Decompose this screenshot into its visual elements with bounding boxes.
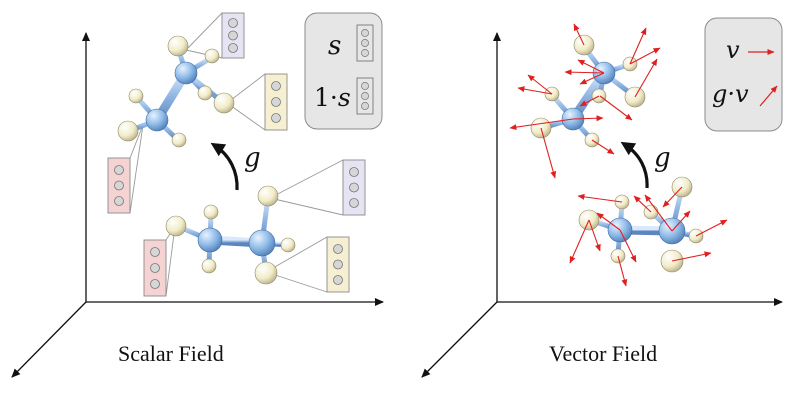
hydrogen-atom xyxy=(171,132,187,148)
scalar-axes xyxy=(11,32,384,378)
feature-box-yellow-top xyxy=(264,73,288,131)
scalar-legend-feature-1s xyxy=(356,77,374,115)
scalar-field-caption: Scalar Field xyxy=(118,341,224,366)
hydrogen-atom xyxy=(610,248,626,264)
hydrogen-atom xyxy=(257,185,279,207)
scalar-action-label: g xyxy=(244,143,261,173)
carbon-atom xyxy=(248,229,276,257)
hydrogen-atom xyxy=(204,48,220,64)
hydrogen-atom xyxy=(254,261,278,285)
vector-group-action-arrow: g xyxy=(620,141,671,189)
scalar-molecule-rotated xyxy=(117,35,235,148)
scalar-legend-s: s xyxy=(328,31,341,61)
hydrogen-atom xyxy=(203,204,219,220)
vector-legend-prefix: g· xyxy=(712,80,735,108)
feature-box-purple-top xyxy=(221,12,245,59)
scalar-legend-symbol: s xyxy=(338,83,351,112)
vector-legend-arrow-gv xyxy=(759,85,778,107)
carbon-atom xyxy=(145,108,169,132)
hydrogen-atom xyxy=(128,88,144,104)
vector-arrows-top xyxy=(509,23,661,179)
feature-box-purple-bottom xyxy=(342,159,366,216)
scalar-group-action-arrow: g xyxy=(210,142,261,191)
scalar-molecule-original xyxy=(165,185,296,285)
vector-legend: v g·v xyxy=(704,17,783,132)
vector-action-label: g xyxy=(654,143,671,173)
vector-legend-gv: g·v xyxy=(712,80,749,108)
hydrogen-atom xyxy=(622,56,638,72)
feature-box-red-bottom xyxy=(143,239,167,297)
hydrogen-atom xyxy=(165,215,187,237)
feature-box-red-top xyxy=(107,157,131,214)
hydrogen-atom xyxy=(197,85,213,101)
hydrogen-atom xyxy=(213,92,235,114)
feature-box-yellow-bottom xyxy=(326,236,350,293)
carbon-atom xyxy=(174,61,198,85)
scalar-legend-feature-s xyxy=(356,24,374,62)
scalar-legend: s 1·s xyxy=(304,12,383,130)
hydrogen-atom xyxy=(201,258,217,274)
scalar-legend-prefix: 1· xyxy=(314,83,338,112)
vector-axes xyxy=(421,32,783,378)
vector-legend-v: v xyxy=(726,36,740,64)
carbon-atom xyxy=(197,227,223,253)
hydrogen-atom xyxy=(117,120,139,142)
vector-molecule-rotated xyxy=(530,34,646,148)
vector-molecule-original xyxy=(578,176,704,273)
hydrogen-atom xyxy=(280,237,296,253)
scalar-feature-boxes xyxy=(107,12,366,297)
vector-legend-symbol: v xyxy=(735,80,749,108)
vector-arrows-bottom xyxy=(569,186,728,287)
scalar-legend-1s: 1·s xyxy=(314,83,351,112)
scalar-callout-lines xyxy=(129,12,344,297)
vector-field-caption: Vector Field xyxy=(549,341,657,366)
hydrogen-atom xyxy=(167,35,189,57)
